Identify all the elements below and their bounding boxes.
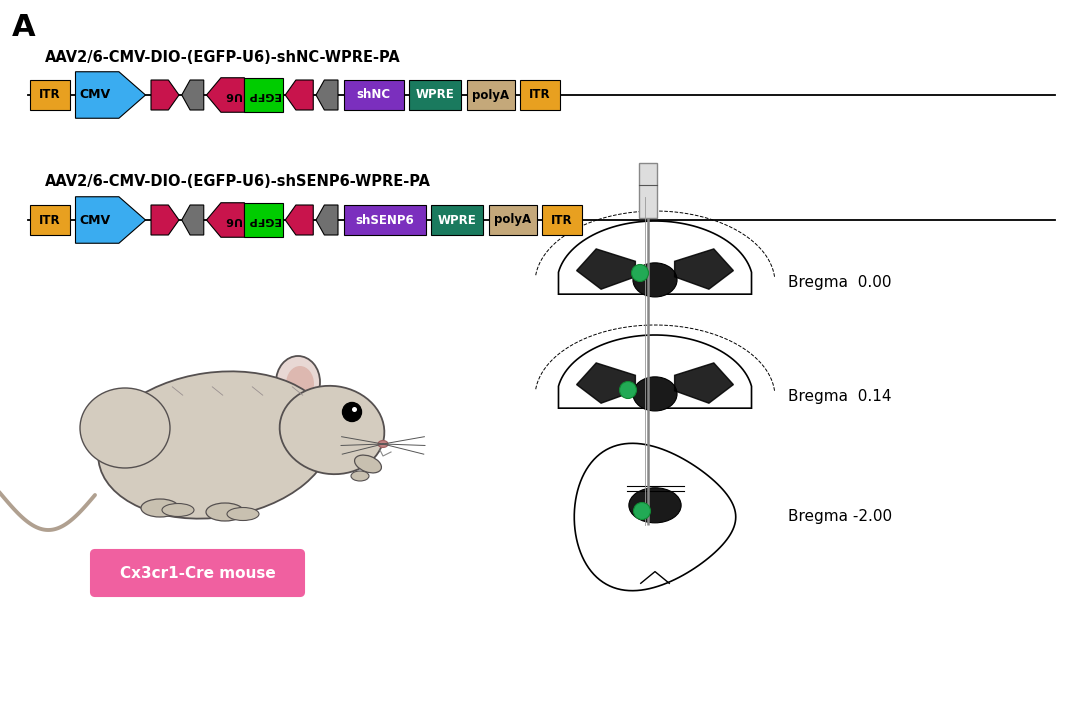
Polygon shape	[76, 196, 146, 244]
Circle shape	[634, 502, 650, 520]
FancyBboxPatch shape	[343, 205, 426, 235]
Text: Cx3cr1-Cre mouse: Cx3cr1-Cre mouse	[120, 566, 275, 581]
Ellipse shape	[629, 488, 681, 523]
Polygon shape	[206, 78, 244, 112]
Polygon shape	[558, 335, 752, 408]
Polygon shape	[151, 80, 179, 110]
Text: A: A	[12, 13, 36, 42]
Ellipse shape	[162, 503, 194, 516]
FancyBboxPatch shape	[488, 205, 537, 235]
FancyBboxPatch shape	[30, 205, 70, 235]
Text: Bregma  0.00: Bregma 0.00	[788, 276, 891, 291]
Polygon shape	[675, 249, 733, 289]
Text: CMV: CMV	[80, 88, 110, 102]
Ellipse shape	[206, 503, 244, 521]
Text: WPRE: WPRE	[416, 88, 455, 102]
Text: polyA: polyA	[494, 213, 531, 226]
Polygon shape	[181, 205, 204, 235]
FancyBboxPatch shape	[639, 163, 657, 218]
Ellipse shape	[633, 377, 677, 411]
FancyBboxPatch shape	[244, 203, 283, 237]
Ellipse shape	[351, 471, 369, 481]
Ellipse shape	[98, 371, 332, 518]
Text: Bregma  0.14: Bregma 0.14	[788, 389, 891, 405]
Text: shSENP6: shSENP6	[355, 213, 414, 226]
Circle shape	[342, 402, 362, 421]
Polygon shape	[675, 363, 733, 403]
Polygon shape	[316, 205, 338, 235]
Polygon shape	[285, 80, 313, 110]
Ellipse shape	[286, 366, 314, 402]
Ellipse shape	[276, 356, 320, 408]
Text: ITR: ITR	[529, 88, 551, 102]
Text: EGFP: EGFP	[247, 90, 280, 100]
Text: AAV2/6-CMV-DIO-(EGFP-U6)-shSENP6-WPRE-PA: AAV2/6-CMV-DIO-(EGFP-U6)-shSENP6-WPRE-PA	[45, 175, 431, 189]
Text: U6: U6	[225, 90, 241, 100]
Circle shape	[620, 381, 636, 399]
FancyBboxPatch shape	[244, 78, 283, 112]
Polygon shape	[316, 80, 338, 110]
Ellipse shape	[80, 388, 170, 468]
FancyBboxPatch shape	[431, 205, 483, 235]
Text: shNC: shNC	[356, 88, 391, 102]
Text: ITR: ITR	[39, 213, 60, 226]
Ellipse shape	[633, 263, 677, 297]
FancyBboxPatch shape	[91, 550, 303, 596]
FancyBboxPatch shape	[542, 205, 582, 235]
FancyBboxPatch shape	[519, 80, 561, 110]
Text: ITR: ITR	[39, 88, 60, 102]
FancyBboxPatch shape	[467, 80, 514, 110]
Circle shape	[632, 265, 648, 281]
Polygon shape	[76, 72, 146, 118]
Circle shape	[352, 407, 357, 412]
Ellipse shape	[280, 386, 384, 474]
Text: Bregma -2.00: Bregma -2.00	[788, 510, 892, 524]
FancyBboxPatch shape	[409, 80, 461, 110]
Ellipse shape	[354, 455, 381, 473]
Text: U6: U6	[225, 215, 241, 225]
Polygon shape	[206, 203, 244, 237]
Polygon shape	[285, 205, 313, 235]
FancyBboxPatch shape	[30, 80, 70, 110]
Text: CMV: CMV	[80, 213, 110, 226]
Polygon shape	[181, 80, 204, 110]
Ellipse shape	[141, 499, 179, 517]
Text: polyA: polyA	[472, 88, 509, 102]
Polygon shape	[151, 205, 179, 235]
Text: EGFP: EGFP	[247, 215, 280, 225]
Polygon shape	[577, 249, 635, 289]
Polygon shape	[558, 221, 752, 294]
Ellipse shape	[378, 441, 388, 447]
Text: ITR: ITR	[551, 213, 572, 226]
Polygon shape	[575, 443, 735, 591]
Text: AAV2/6-CMV-DIO-(EGFP-U6)-shNC-WPRE-PA: AAV2/6-CMV-DIO-(EGFP-U6)-shNC-WPRE-PA	[45, 49, 401, 65]
Text: WPRE: WPRE	[437, 213, 476, 226]
FancyBboxPatch shape	[343, 80, 404, 110]
Polygon shape	[577, 363, 635, 403]
Ellipse shape	[227, 507, 259, 521]
